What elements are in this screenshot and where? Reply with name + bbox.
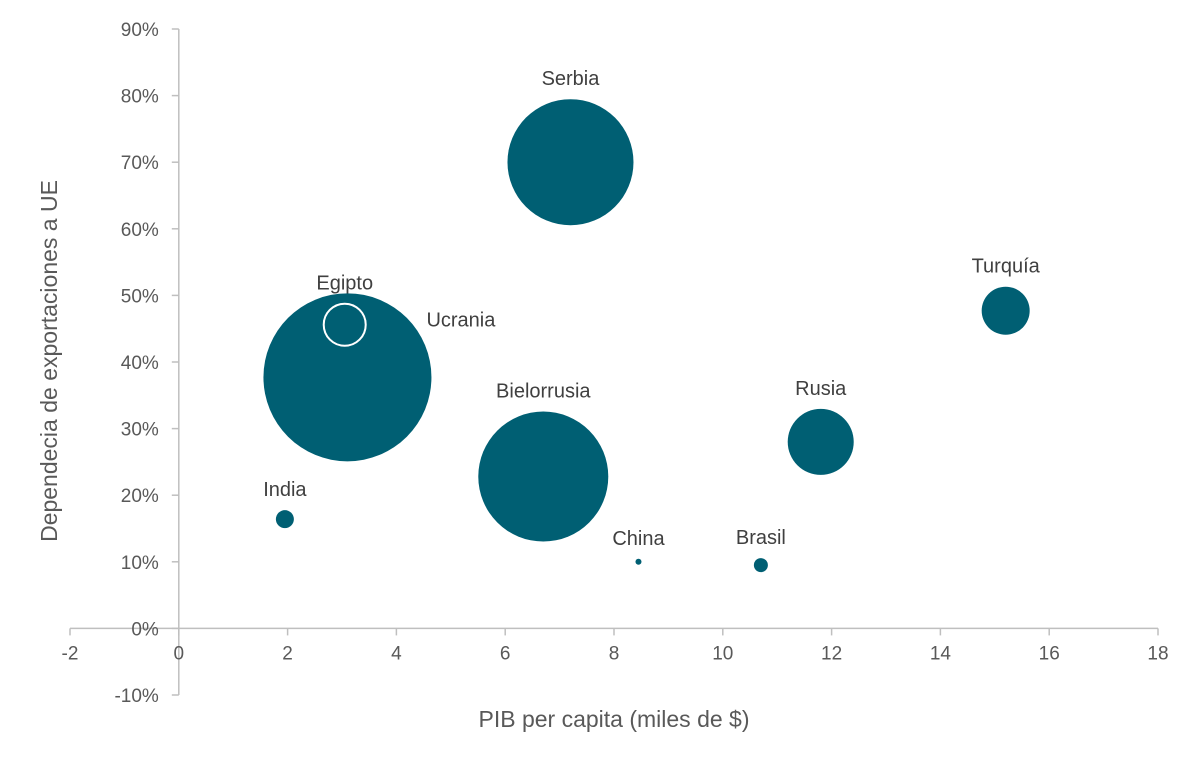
bubble-brasil [753, 558, 768, 573]
bubble-turquia [981, 286, 1030, 335]
x-tick-label: 8 [609, 643, 620, 664]
y-tick-label: 20% [121, 486, 159, 507]
y-tick-label: 0% [131, 619, 159, 640]
bubble-rusia [787, 408, 854, 475]
x-tick-label: 10 [712, 643, 733, 664]
y-tick-label: -10% [114, 686, 158, 707]
x-tick-label: -2 [62, 643, 79, 664]
label-brasil: Brasil [736, 527, 786, 549]
label-turquia: Turquía [972, 256, 1041, 278]
x-tick-label: 14 [930, 643, 952, 664]
y-tick-label: 30% [121, 420, 159, 441]
bubble-egipto [322, 302, 367, 347]
label-rusia: Rusia [795, 378, 847, 400]
y-tick-label: 50% [121, 286, 159, 307]
x-tick-label: 0 [174, 643, 185, 664]
bubble-serbia [507, 99, 634, 226]
label-ucrania: Ucrania [426, 309, 496, 331]
y-tick-label: 90% [121, 20, 159, 41]
label-serbia: Serbia [542, 68, 601, 90]
x-axis-title: PIB per capita (miles de $) [478, 706, 749, 732]
y-tick-label: 70% [121, 153, 159, 174]
bubbles [263, 99, 1030, 573]
x-tick-label: 16 [1039, 643, 1060, 664]
x-tick-label: 2 [282, 643, 293, 664]
y-tick-label: 10% [121, 553, 159, 574]
x-tick-label: 6 [500, 643, 511, 664]
x-tick-label: 4 [391, 643, 402, 664]
bubble-bielorrusia [478, 411, 609, 542]
x-tick-label: 18 [1147, 643, 1168, 664]
label-india: India [263, 479, 307, 501]
point-labels: Serbia Ucrania Egipto Bielorrusia Turquía Rus… [263, 68, 1040, 550]
y-axis-title: Dependecia de exportaciones a UE [36, 180, 62, 542]
label-bielorrusia: Bielorrusia [496, 381, 591, 403]
y-tick-label: 60% [121, 220, 159, 241]
label-china: China [612, 528, 665, 550]
label-egipto: Egipto [316, 273, 373, 295]
y-tick-label: 40% [121, 353, 159, 374]
axes: -2 0 2 4 6 8 10 12 14 16 18 -10% 0% 10% 20% 30% 40% 50% 60… [62, 20, 1169, 707]
bubble-india [275, 510, 294, 529]
bubble-ucrania [263, 293, 432, 462]
x-tick-label: 12 [821, 643, 842, 664]
y-tick-label: 80% [121, 87, 159, 108]
bubble-china [635, 558, 642, 565]
